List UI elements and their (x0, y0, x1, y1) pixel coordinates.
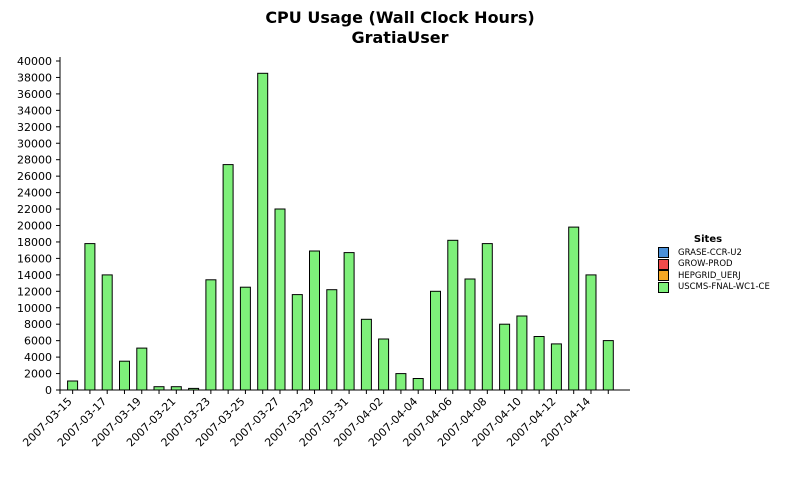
chart-title: CPU Usage (Wall Clock Hours) (265, 8, 535, 27)
bar-uscms-fnal-wc1-ce (274, 208, 286, 391)
y-tick-label: 36000 (17, 88, 52, 101)
y-tick-label: 34000 (17, 104, 52, 117)
y-tick-label: 10000 (17, 302, 52, 315)
y-tick-label: 2000 (24, 368, 52, 381)
legend-item: HEPGRID_UERJ (658, 270, 793, 282)
chart-subtitle: GratiaUser (351, 28, 449, 47)
bar-uscms-fnal-wc1-ce (119, 360, 130, 391)
bar-uscms-fnal-wc1-ce (516, 315, 528, 391)
bar-uscms-fnal-wc1-ce (136, 347, 148, 391)
y-tick-label: 40000 (17, 55, 52, 68)
y-tick-label: 14000 (17, 269, 52, 282)
y-tick-label: 24000 (17, 187, 52, 200)
bar-uscms-fnal-wc1-ce (568, 226, 580, 391)
legend-label: USCMS-FNAL-WC1-CE (678, 282, 770, 293)
bar-uscms-fnal-wc1-ce (309, 250, 320, 391)
bar-uscms-fnal-wc1-ce (378, 338, 390, 391)
y-tick-label: 8000 (24, 318, 52, 331)
bar-uscms-fnal-wc1-ce (84, 243, 96, 391)
bar-uscms-fnal-wc1-ce (585, 274, 597, 391)
bar-uscms-fnal-wc1-ce (170, 386, 182, 391)
legend-label: HEPGRID_UERJ (678, 270, 741, 281)
y-tick-label: 6000 (24, 335, 52, 348)
bar-uscms-fnal-wc1-ce (395, 373, 407, 391)
legend-item: GRASE-CCR-U2 (658, 247, 793, 259)
legend-swatch (658, 258, 669, 270)
bar-uscms-fnal-wc1-ce (326, 289, 338, 391)
bar-uscms-fnal-wc1-ce (447, 239, 459, 391)
legend-swatch (658, 247, 669, 259)
legend: Sites GRASE-CCR-U2 GROW-PROD HEPGRID_UERJ U… (658, 234, 793, 293)
y-tick-label: 0 (45, 384, 52, 397)
y-tick-label: 26000 (17, 170, 52, 183)
legend-item: USCMS-FNAL-WC1-CE (658, 281, 793, 294)
legend-swatch (658, 281, 669, 293)
bar-uscms-fnal-wc1-ce (360, 318, 372, 391)
bar-uscms-fnal-wc1-ce (533, 336, 545, 391)
bar-uscms-fnal-wc1-ce (464, 278, 476, 391)
bars (67, 72, 614, 391)
bar-uscms-fnal-wc1-ce (602, 340, 614, 391)
legend-swatch (658, 270, 669, 282)
bar-uscms-fnal-wc1-ce (153, 386, 165, 391)
bar-uscms-fnal-wc1-ce (430, 290, 441, 391)
bar-uscms-fnal-wc1-ce (412, 378, 424, 391)
y-tick-label: 4000 (24, 351, 52, 364)
bar-uscms-fnal-wc1-ce (291, 294, 303, 391)
bar-uscms-fnal-wc1-ce (205, 279, 217, 391)
y-tick-label: 16000 (17, 252, 52, 265)
bar-uscms-fnal-wc1-ce (343, 252, 355, 391)
bar-uscms-fnal-wc1-ce (101, 274, 113, 391)
bar-uscms-fnal-wc1-ce (481, 243, 493, 391)
bar-uscms-fnal-wc1-ce (222, 164, 234, 391)
y-tick-label: 12000 (17, 285, 52, 298)
y-tick-label: 20000 (17, 220, 52, 233)
legend-title: Sites (693, 234, 723, 245)
y-tick-label: 30000 (17, 137, 52, 150)
legend-label: GROW-PROD (678, 259, 733, 270)
y-tick-label: 18000 (17, 236, 52, 249)
y-tick-label: 32000 (17, 121, 52, 134)
legend-label: GRASE-CCR-U2 (678, 247, 742, 258)
y-tick-label: 38000 (17, 71, 52, 84)
bar-uscms-fnal-wc1-ce (239, 286, 251, 391)
bar-uscms-fnal-wc1-ce (188, 387, 200, 391)
y-tick-label: 28000 (17, 154, 52, 167)
bar-uscms-fnal-wc1-ce (67, 380, 79, 391)
bar-uscms-fnal-wc1-ce (499, 323, 511, 391)
bar-uscms-fnal-wc1-ce (550, 343, 562, 391)
legend-item: GROW-PROD (658, 258, 793, 271)
bar-uscms-fnal-wc1-ce (257, 72, 269, 391)
y-tick-label: 22000 (17, 203, 52, 216)
